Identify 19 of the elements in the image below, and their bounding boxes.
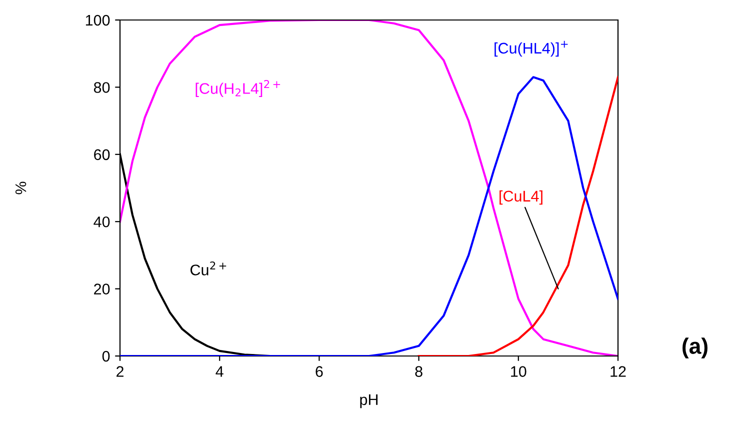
annotation: [CuL4]: [500, 190, 542, 205]
series-label: [Cu(HL4)]$^{+}$: [494, 40, 568, 57]
y-tick-label: 20: [94, 284, 110, 294]
y-tick-label: 60: [94, 149, 110, 160]
x-tick-label: 8: [415, 366, 422, 377]
y-tick-label: 40: [94, 216, 110, 228]
series-label: [Cu(H$_{2}$L4]$^{2+}$: [196, 80, 280, 97]
x-tick-label: 2: [116, 366, 124, 377]
y-axis-title: %: [15, 182, 26, 194]
x-tick-label: 4: [216, 366, 224, 377]
x-axis-title: pH: [360, 394, 378, 408]
text: Cu$^{2+}$: [190, 261, 226, 276]
y-tick-label: 100: [86, 14, 110, 26]
text: (a): [682, 338, 708, 358]
x-tick-label: 6: [316, 366, 323, 377]
y-tick-label: 0: [102, 350, 110, 362]
y-tick-label: 80: [94, 82, 110, 93]
x-tick-label: 12: [610, 366, 626, 377]
x-tick-label: 10: [511, 366, 526, 377]
